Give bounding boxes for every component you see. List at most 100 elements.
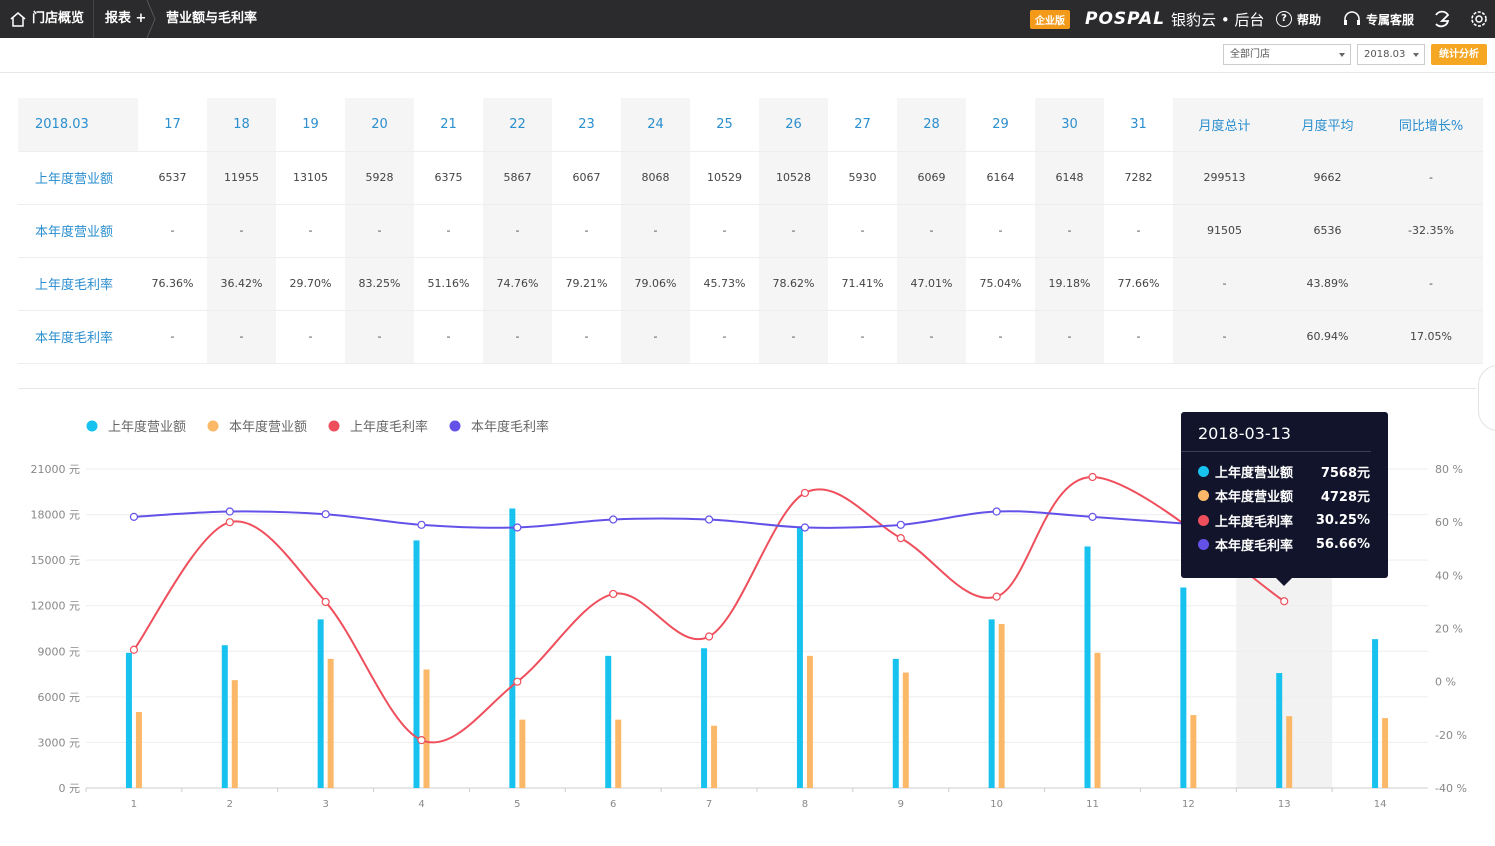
report-menu[interactable]: 报表 + <box>105 11 147 26</box>
tooltip-value: 4728元 <box>1320 490 1370 506</box>
x-axis-tick-label: 2 <box>227 799 233 810</box>
table-cell: - <box>414 204 483 258</box>
table-cell: 6148 <box>1035 151 1104 205</box>
table-column-header: 29 <box>966 98 1035 152</box>
tooltip-arrow <box>1276 578 1292 586</box>
breadcrumb-chevron-icon <box>146 0 156 38</box>
line-point <box>321 510 330 519</box>
line-point <box>225 518 234 527</box>
line-point <box>129 512 139 521</box>
settings-button[interactable] <box>1469 0 1489 38</box>
table-row: 本年度毛利率 - - - - - - - - - - - - - - - -60.94% 17.05% <box>18 310 1483 364</box>
right-axis-tick-label: 0 % <box>1435 676 1456 689</box>
table-cell: - <box>1104 310 1173 364</box>
line-point <box>704 515 714 524</box>
tooltip-row: 上年度营业额 7568元 <box>1181 459 1388 484</box>
help-button[interactable]: ? 帮助 <box>1276 0 1321 38</box>
line-point <box>225 507 234 516</box>
store-select[interactable]: 全部门店 <box>1223 44 1351 65</box>
x-axis-tick-label: 3 <box>322 799 328 810</box>
table-cell: - <box>207 204 276 258</box>
table-cell: - <box>1173 257 1276 311</box>
table-cell: 47.01% <box>897 257 966 311</box>
bar-this-year-sales <box>806 655 813 788</box>
table-row-label: 上年度营业额 <box>18 151 138 205</box>
table-cell: - <box>138 310 207 364</box>
line-point <box>1088 512 1097 521</box>
table-column-header: 18 <box>207 98 276 152</box>
table-cell: - <box>1379 151 1483 205</box>
table-column-header: 月度平均 <box>1276 98 1379 152</box>
left-axis-tick-label: 15000 元 <box>31 554 81 567</box>
home-icon <box>10 11 26 27</box>
tooltip-row: 本年度毛利率 56.66% <box>1181 533 1388 558</box>
chevron-down-icon <box>1413 53 1419 57</box>
line-point <box>321 597 330 607</box>
legend-dot-icon <box>328 420 340 432</box>
bar-last-year-sales <box>1180 587 1187 788</box>
table-column-header: 月度总计 <box>1173 98 1276 152</box>
month-select[interactable]: 2018.03 <box>1357 44 1425 65</box>
table-cell: - <box>552 204 621 258</box>
tooltip-value: 30.25% <box>1315 512 1370 528</box>
analyze-button[interactable]: 统计分析 <box>1431 44 1487 65</box>
bar-last-year-sales <box>1084 546 1091 788</box>
line-point <box>992 507 1001 516</box>
table-column-header: 24 <box>621 98 690 152</box>
table-row: 上年度营业额 6537 11955 13105 5928 6375 5867 6067 8068… <box>18 151 1483 205</box>
legend-label: 本年度营业额 <box>229 419 307 435</box>
line-point <box>1280 597 1289 606</box>
tooltip-rows: 上年度营业额 7568元 本年度营业额 4728元 上年度毛利率 30.25% 本年度毛利率… <box>1181 452 1388 557</box>
bar-last-year-sales <box>1276 673 1283 788</box>
legend-label: 本年度毛利率 <box>471 419 549 435</box>
table-cell: - <box>759 204 828 258</box>
table-column-header: 同比增长% <box>1379 98 1483 152</box>
switch-button[interactable] <box>1432 0 1452 38</box>
legend-label: 上年度毛利率 <box>350 419 428 435</box>
right-axis-tick-label: -20 % <box>1435 729 1467 742</box>
table-cell: - <box>759 310 828 364</box>
table-cell: - <box>828 204 897 258</box>
table-cell: 75.04% <box>966 257 1035 311</box>
customer-service-button[interactable]: 专属客服 <box>1343 0 1414 38</box>
table-cell: - <box>966 204 1035 258</box>
bar-last-year-sales <box>125 652 132 788</box>
edition-badge-wrap: 企业版 <box>1030 0 1070 38</box>
table-cell: - <box>621 310 690 364</box>
table-column-header: 27 <box>828 98 897 152</box>
table-row-label: 本年度毛利率 <box>18 310 138 364</box>
table-column-header: 22 <box>483 98 552 152</box>
line-point <box>417 736 426 745</box>
right-axis-tick-label: 80 % <box>1435 463 1463 476</box>
bar-last-year-sales <box>509 508 516 788</box>
chart-tooltip: 2018-03-13 上年度营业额 7568元 本年度营业额 4728元 上年度毛利率 3… <box>1181 412 1388 578</box>
table-cell: 36.42% <box>207 257 276 311</box>
bar-this-year-sales <box>1286 716 1293 788</box>
table-cell: - <box>897 204 966 258</box>
tooltip-label: 上年度营业额 <box>1215 465 1294 481</box>
table-cell: - <box>552 310 621 364</box>
table-cell: - <box>276 310 345 364</box>
table-cell: 51.16% <box>414 257 483 311</box>
table-row-label: 上年度毛利率 <box>18 257 138 311</box>
tooltip-value: 56.66% <box>1315 537 1370 553</box>
table-cell: 10528 <box>759 151 828 205</box>
home-label: 门店概览 <box>32 11 85 26</box>
x-axis-tick-label: 12 <box>1182 799 1195 810</box>
table-cell: 71.41% <box>828 257 897 311</box>
legend-dot-icon <box>1198 539 1209 551</box>
table-column-header: 26 <box>759 98 828 152</box>
bar-last-year-sales <box>317 619 324 788</box>
right-axis-tick-label: -40 % <box>1435 782 1467 795</box>
left-axis-tick-label: 18000 元 <box>31 509 81 522</box>
table-cell: 5928 <box>345 151 414 205</box>
home-breadcrumb[interactable]: 门店概览 <box>10 0 84 38</box>
table-column-header: 19 <box>276 98 345 152</box>
table-column-header: 20 <box>345 98 414 152</box>
table-cell: 6537 <box>138 151 207 205</box>
table-cell: - <box>897 310 966 364</box>
line-point <box>609 589 618 599</box>
sales-margin-table: 2018.03 17 18 19 20 21 22 23 24 25 26 27 28 29 30 31 月度总… <box>18 98 1483 364</box>
x-axis-tick-label: 6 <box>610 799 616 810</box>
legend-dot-icon <box>86 420 98 432</box>
